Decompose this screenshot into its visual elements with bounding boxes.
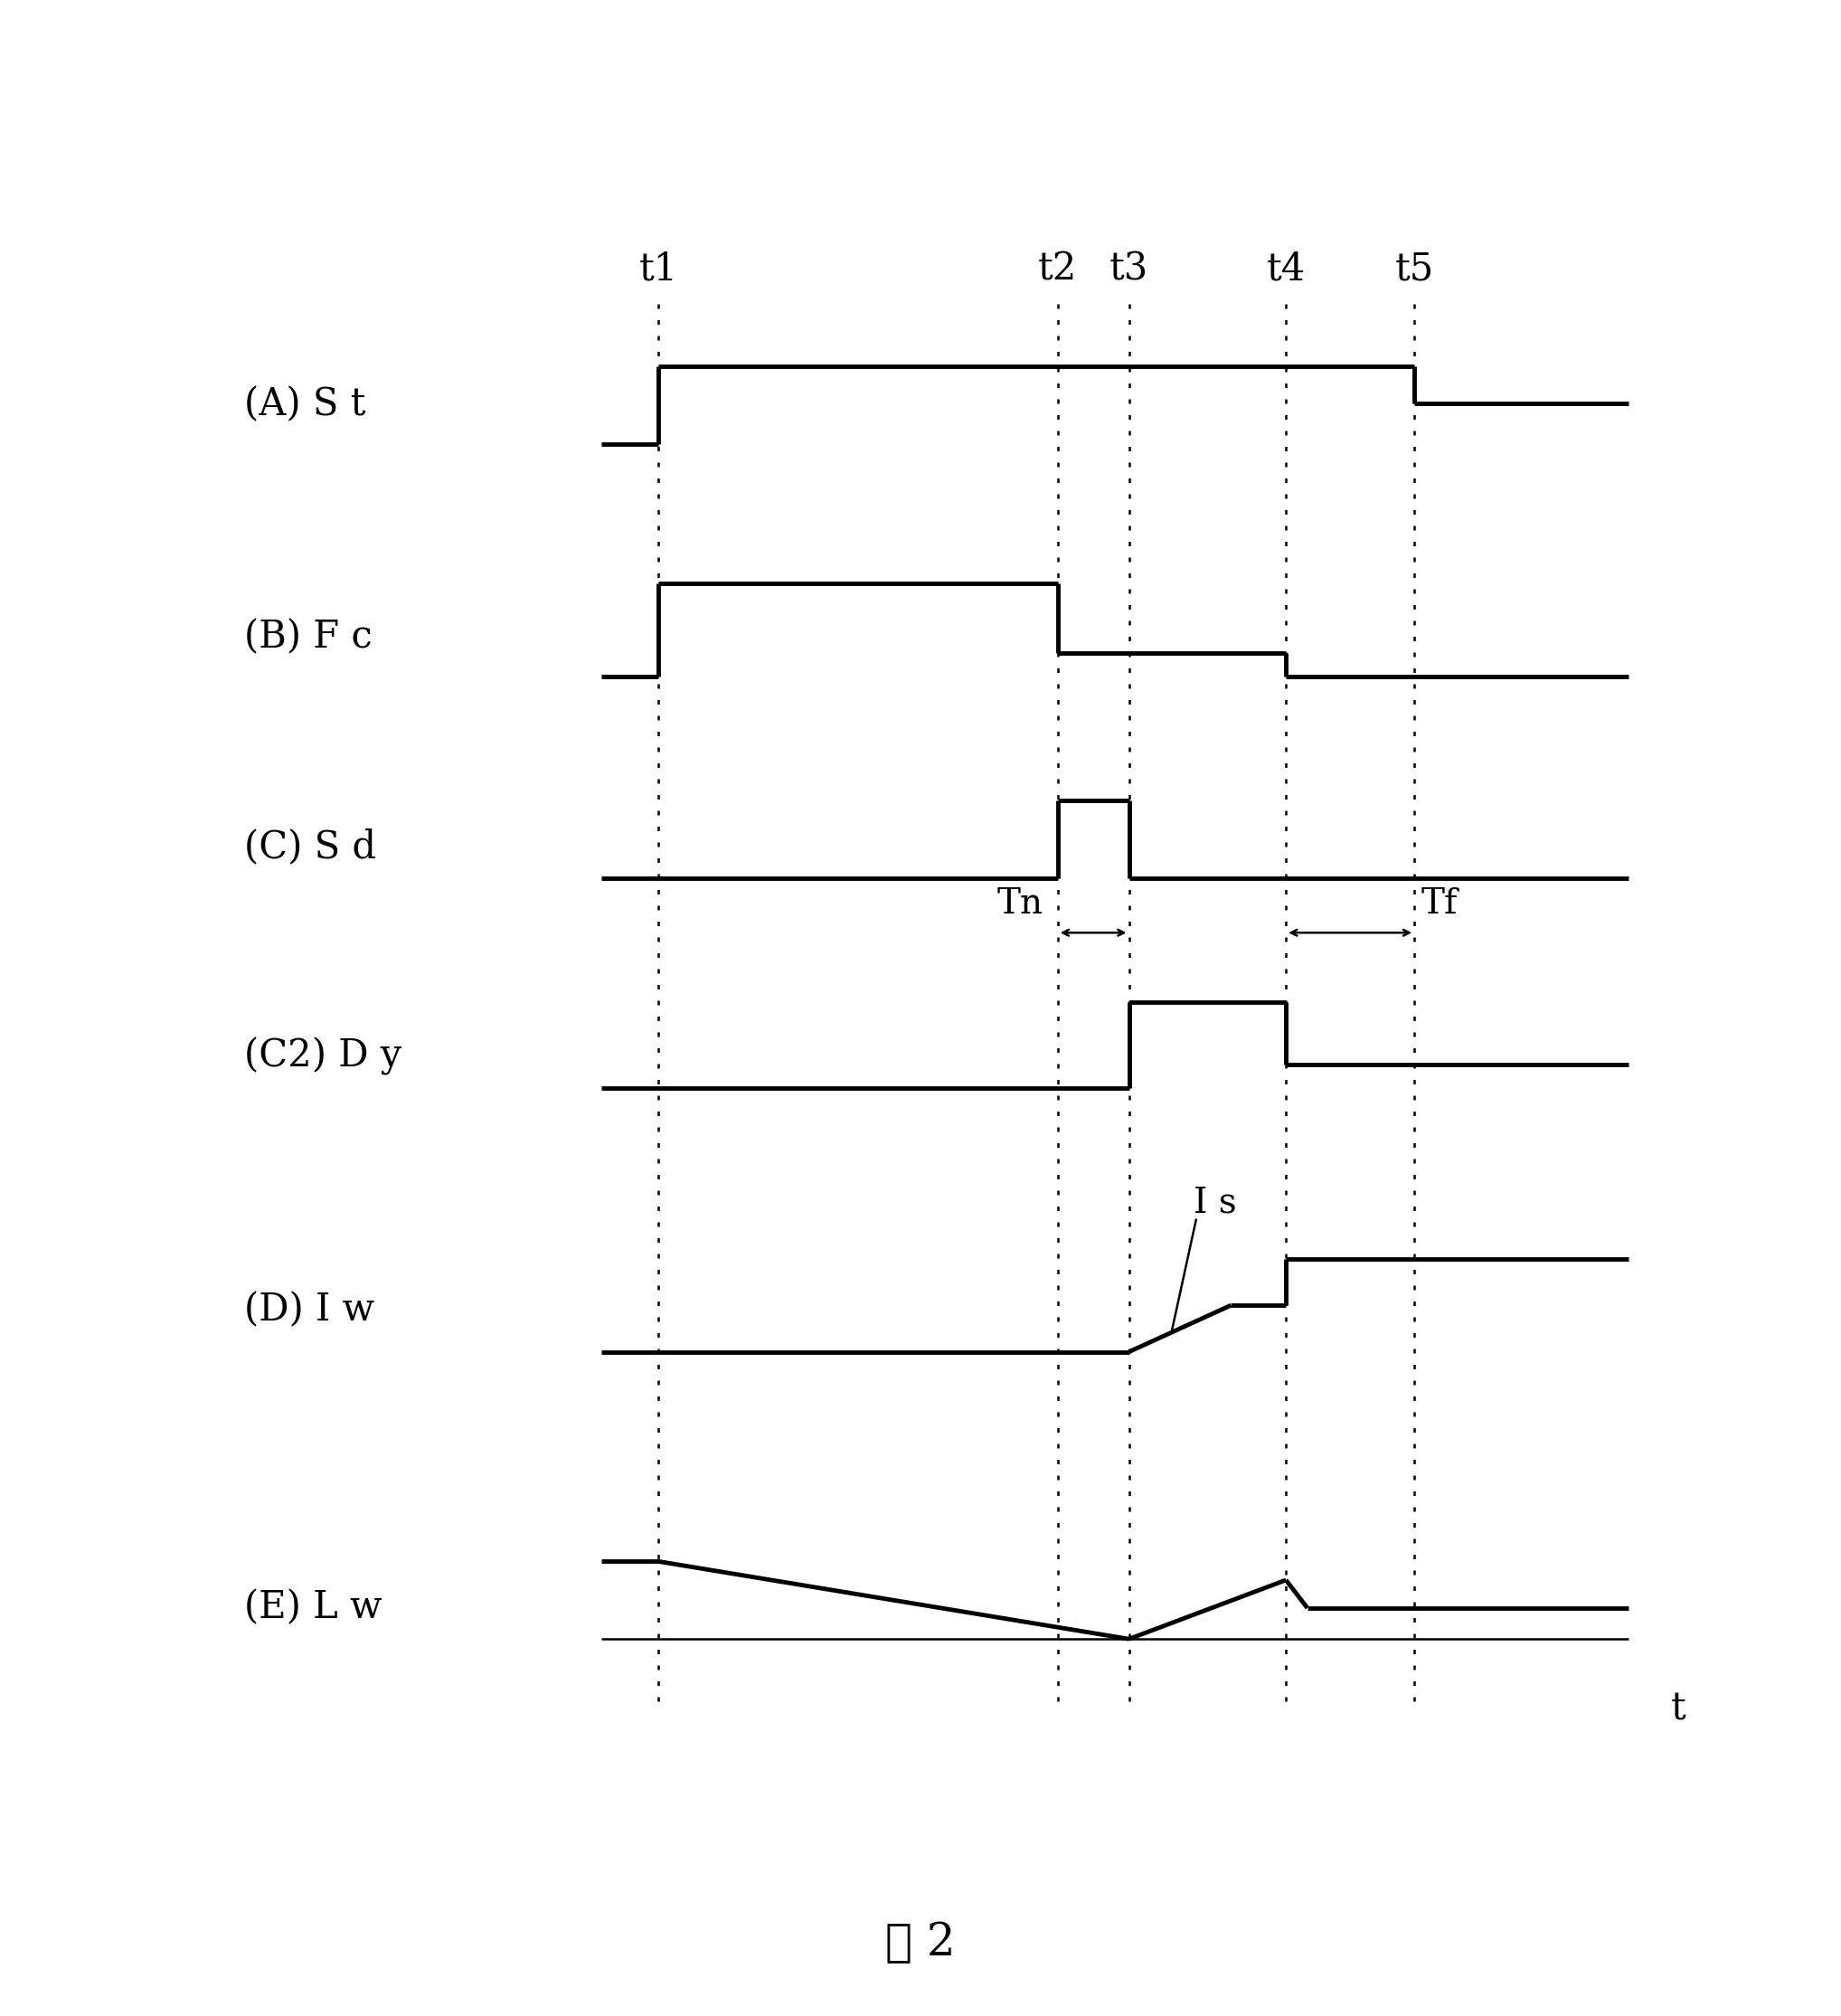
Text: t3: t3 [1110,250,1149,288]
Text: Tn: Tn [998,887,1044,919]
Text: Tf: Tf [1421,887,1458,919]
Text: 图 2: 图 2 [886,1921,955,1966]
Text: (A) S t: (A) S t [245,385,366,423]
Text: t1: t1 [639,250,677,288]
Text: t: t [1672,1689,1686,1728]
Text: t4: t4 [1267,250,1305,288]
Text: (C) S d: (C) S d [245,829,377,867]
Text: (E) L w: (E) L w [245,1589,383,1627]
Text: I s: I s [1193,1187,1237,1220]
Text: t5: t5 [1395,250,1434,288]
Text: t2: t2 [1038,250,1077,288]
Text: (B) F c: (B) F c [245,619,372,657]
Text: (C2) D y: (C2) D y [245,1038,401,1075]
Text: (D) I w: (D) I w [245,1290,376,1329]
